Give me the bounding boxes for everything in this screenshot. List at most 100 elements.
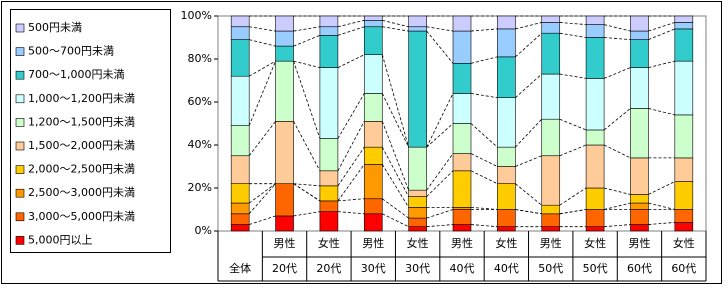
connector-line bbox=[470, 206, 498, 210]
bar-segment bbox=[363, 19, 383, 28]
legend-label: 500～700円未満 bbox=[28, 45, 114, 58]
legend-swatch bbox=[15, 47, 25, 56]
connector-line bbox=[337, 146, 365, 187]
connector-line bbox=[249, 39, 276, 47]
connector-line bbox=[426, 224, 454, 228]
bar-segment bbox=[275, 215, 294, 232]
connector-line bbox=[248, 60, 276, 77]
bar-segment bbox=[363, 146, 383, 165]
legend-swatch bbox=[15, 70, 25, 80]
connector-line bbox=[426, 170, 454, 197]
bar-segment bbox=[585, 24, 605, 38]
connector-line bbox=[293, 121, 321, 171]
bar-segment bbox=[363, 164, 383, 200]
x-tick-label: 30代 bbox=[405, 262, 430, 275]
legend-swatch bbox=[15, 212, 25, 222]
connector-line bbox=[248, 183, 276, 204]
bar-segment bbox=[585, 15, 605, 25]
connector-line bbox=[603, 24, 631, 32]
connector-line bbox=[337, 93, 365, 139]
y-tick-label: 40% bbox=[188, 138, 212, 151]
bar-segment bbox=[319, 211, 339, 232]
x-tick-label: 50代 bbox=[583, 262, 608, 275]
x-tick-label: 20代 bbox=[316, 262, 341, 275]
bar-segment bbox=[363, 198, 383, 215]
connector-line bbox=[381, 121, 410, 191]
connector-line bbox=[470, 224, 498, 228]
connector-line bbox=[559, 209, 587, 215]
bar-segment bbox=[408, 30, 427, 148]
bar-segment bbox=[630, 108, 649, 159]
bar-segment bbox=[275, 45, 294, 62]
bar-segment bbox=[319, 26, 339, 36]
bar-segment bbox=[630, 39, 649, 68]
x-tick-label: 40代 bbox=[494, 262, 519, 275]
connector-line bbox=[470, 123, 498, 148]
bar-segment bbox=[674, 222, 694, 232]
connector-line bbox=[337, 198, 365, 202]
connector-line bbox=[248, 60, 276, 126]
bar-segment bbox=[541, 32, 561, 75]
connector-line bbox=[648, 202, 675, 210]
connector-line bbox=[604, 224, 631, 228]
bar-segment bbox=[541, 213, 561, 228]
connector-line bbox=[559, 32, 587, 38]
legend-swatch bbox=[15, 188, 25, 198]
legend-label: 5,000円以上 bbox=[28, 233, 93, 246]
connector-line bbox=[470, 28, 498, 32]
bar-segment bbox=[585, 187, 605, 210]
bar-segment bbox=[230, 39, 250, 77]
y-tick-label: 0% bbox=[195, 224, 212, 237]
bar-segment bbox=[452, 62, 472, 94]
y-tick-label: 60% bbox=[188, 95, 212, 108]
bar-segment bbox=[674, 28, 694, 62]
bar-segment bbox=[630, 224, 649, 232]
x-tick-label: 男性 bbox=[540, 236, 562, 250]
x-tick-label: 女性 bbox=[584, 236, 606, 250]
x-tick-label: 60代 bbox=[671, 262, 696, 275]
connector-line bbox=[248, 183, 276, 215]
bar-segment bbox=[497, 15, 516, 30]
bar-segment bbox=[363, 93, 383, 122]
legend-swatch bbox=[15, 141, 25, 151]
y-tick-label: 80% bbox=[188, 52, 212, 65]
connector-line bbox=[381, 54, 410, 148]
bar-segment bbox=[674, 15, 694, 23]
bar-segment bbox=[585, 129, 605, 146]
connector-line bbox=[515, 209, 542, 215]
y-tick-label: 20% bbox=[188, 181, 212, 194]
connector-line bbox=[248, 121, 276, 156]
bar-segment bbox=[319, 138, 339, 172]
legend-swatch bbox=[15, 94, 25, 104]
bar-segment bbox=[585, 144, 605, 189]
bar-segment bbox=[452, 207, 472, 210]
connector-line bbox=[603, 108, 631, 131]
legend-label: 500円未満 bbox=[28, 21, 82, 34]
bar-segment bbox=[319, 185, 339, 202]
bar-segment bbox=[674, 209, 694, 223]
bar-segment bbox=[230, 26, 250, 40]
connector-line bbox=[559, 187, 587, 206]
connector-line bbox=[426, 30, 454, 64]
legend-label: 700～1,000円未満 bbox=[28, 68, 125, 81]
x-tick-label: 男性 bbox=[362, 236, 384, 250]
connector-line bbox=[470, 56, 498, 64]
bar-segment bbox=[230, 15, 250, 28]
bar-segment bbox=[452, 224, 472, 232]
connector-line bbox=[515, 118, 543, 148]
bar-segment bbox=[452, 93, 472, 124]
bar-segment bbox=[585, 209, 605, 228]
connector-line bbox=[382, 26, 409, 32]
bar-segment bbox=[585, 37, 605, 79]
bar-segment bbox=[674, 60, 694, 116]
bar-segment bbox=[319, 67, 339, 139]
bar-segment bbox=[363, 26, 383, 56]
bar-segment bbox=[541, 118, 561, 157]
connector-line bbox=[515, 73, 542, 98]
bar-segment bbox=[408, 196, 427, 208]
legend-label: 1,200～1,500円未満 bbox=[28, 115, 135, 128]
bar-segment bbox=[408, 207, 427, 219]
x-tick-label: 男性 bbox=[274, 236, 296, 250]
bar-segment bbox=[541, 155, 561, 206]
bar-segment bbox=[319, 15, 339, 28]
